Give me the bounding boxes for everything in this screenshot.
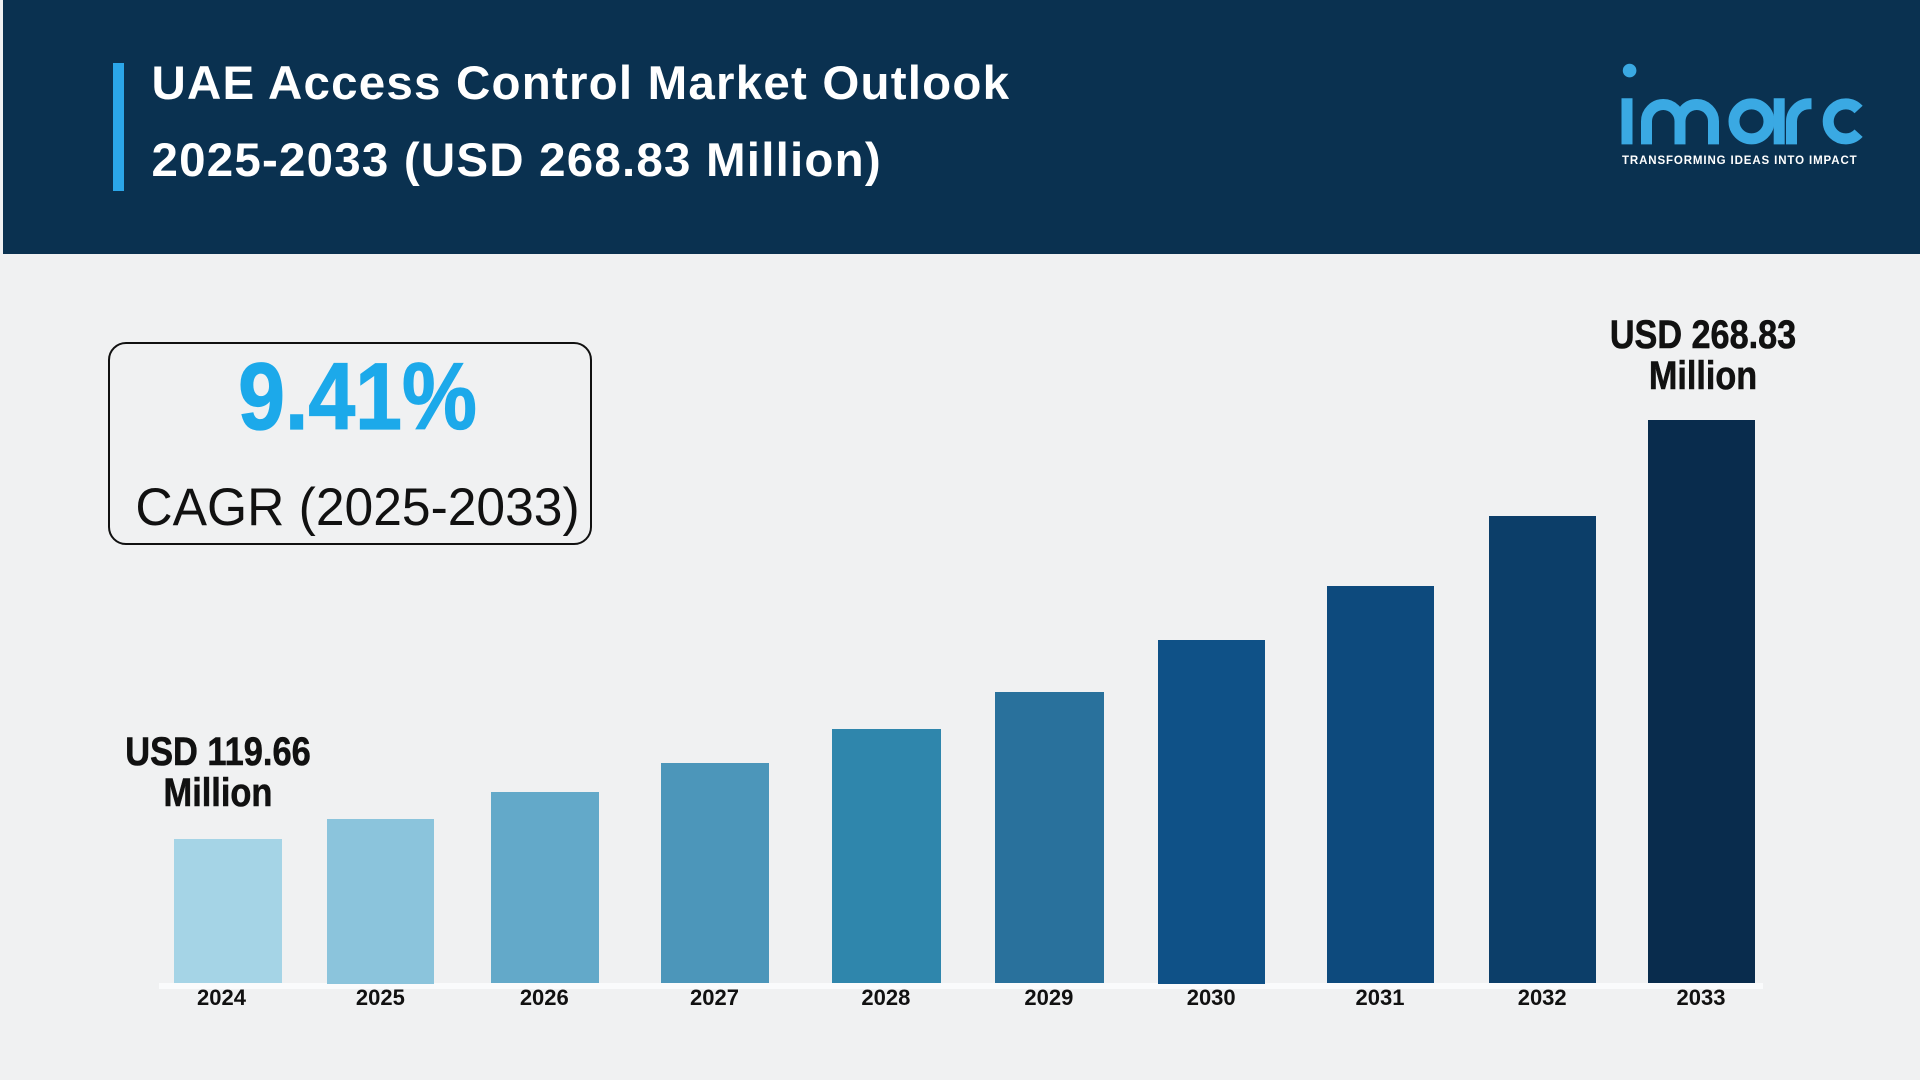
svg-text:TRANSFORMING IDEAS INTO IMPACT: TRANSFORMING IDEAS INTO IMPACT bbox=[1622, 155, 1858, 167]
